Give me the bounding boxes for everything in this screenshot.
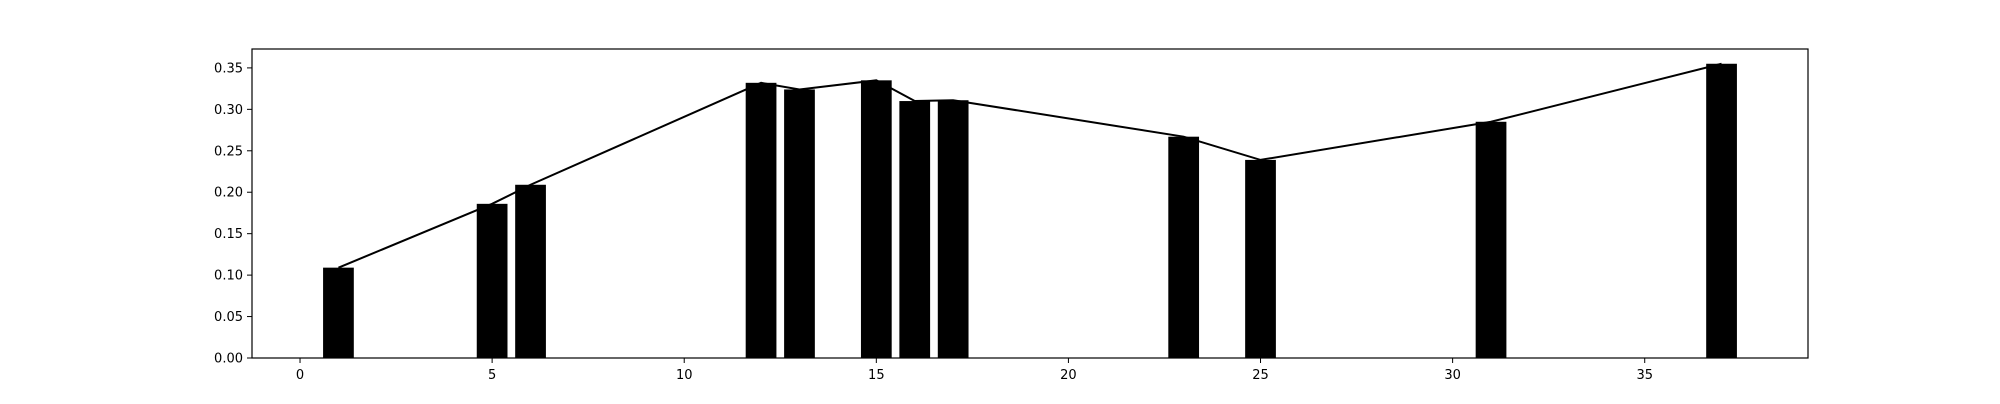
y-tick-label: 0.25 [214, 144, 243, 159]
y-tick-label: 0.10 [214, 269, 243, 284]
x-tick-label: 10 [676, 368, 693, 383]
bar [1475, 121, 1507, 358]
bar [784, 89, 815, 359]
x-tick-label: 5 [488, 368, 496, 383]
y-tick-label: 0.20 [214, 186, 243, 201]
bar [860, 80, 892, 359]
y-tick-label: 0.00 [214, 352, 243, 367]
y-axis-ticks: 0.00 0.05 0.10 0.15 0.20 0.25 0.30 0.35 [214, 61, 252, 367]
x-tick-label: 0 [296, 368, 304, 383]
y-tick-label: 0.15 [214, 227, 243, 242]
overlay-line [338, 62, 1722, 269]
x-axis-ticks: 0 5 10 15 20 25 30 35 [296, 358, 1653, 383]
bar [515, 184, 546, 358]
x-tick-label: 35 [1636, 368, 1653, 383]
bar [937, 100, 969, 359]
bar [476, 203, 508, 358]
x-tick-label: 20 [1060, 368, 1077, 383]
bar [1168, 136, 1200, 358]
bar [1706, 63, 1737, 358]
bar [745, 82, 777, 358]
bars [323, 63, 1737, 359]
bar [1245, 159, 1276, 358]
x-tick-label: 15 [868, 368, 885, 383]
y-tick-label: 0.35 [214, 61, 243, 76]
plot-frame [251, 48, 1809, 359]
x-tick-label: 25 [1252, 368, 1269, 383]
bar [899, 101, 931, 358]
y-tick-label: 0.30 [214, 103, 243, 118]
bar [323, 267, 354, 358]
y-tick-label: 0.05 [214, 310, 243, 325]
series-line [338, 62, 1722, 269]
x-tick-label: 30 [1444, 368, 1461, 383]
